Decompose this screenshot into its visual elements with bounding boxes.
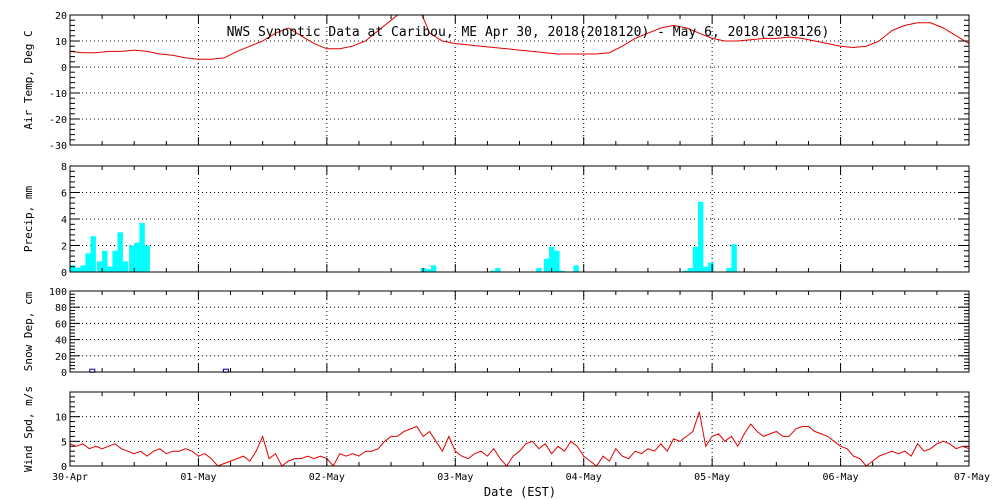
air-temp-ytick-label: 0	[61, 63, 67, 74]
air-temp-ytick-label: 20	[55, 11, 67, 22]
precip-bar	[144, 245, 150, 272]
chart-title: NWS Synoptic Data at Caribou, ME Apr 30,…	[227, 25, 830, 40]
air-temp-y-axis-label: Air Temp, Deg C	[22, 30, 35, 129]
air-temp-ytick-label: -20	[49, 115, 67, 126]
air-temp-ytick-label: -30	[49, 141, 67, 152]
snow-depth-panel: 0 20 40 60 80 100 Snow Dep, cm	[22, 287, 970, 379]
precip-bar	[102, 250, 108, 272]
precip-bar	[425, 269, 432, 272]
precip-bar	[549, 246, 555, 272]
precip-bar	[70, 265, 76, 272]
chart-panels: -30 -20 -10 0 10 20 Air Temp, Deg C 0 2 4 6 8 Precip…	[22, 11, 990, 483]
snow-depth-ytick-label: 80	[55, 303, 67, 314]
air-temp-ytick-label: 10	[55, 37, 67, 48]
precip-bar	[122, 261, 129, 272]
precip-ytick-label: 0	[61, 268, 67, 279]
precip-y-axis-label: Precip, mm	[22, 186, 35, 253]
precip-ytick-label: 2	[61, 242, 67, 253]
x-axis-label: Date (EST)	[484, 485, 556, 499]
wind-speed-series-line	[70, 411, 969, 466]
snow-depth-ytick-label: 20	[55, 352, 67, 363]
precip-bar	[97, 261, 103, 272]
precip-bar	[708, 262, 714, 272]
x-tick-label: 02-May	[309, 472, 345, 483]
precip-bar	[134, 242, 140, 272]
precip-bar	[559, 270, 565, 272]
x-tick-label: 04-May	[566, 472, 602, 483]
air-temp-panel: -30 -20 -10 0 10 20 Air Temp, Deg C	[22, 11, 970, 152]
snow-depth-ytick-label: 40	[55, 336, 67, 347]
precip-bar	[726, 268, 732, 272]
precip-bar	[90, 236, 96, 272]
snow-depth-ytick-label: 100	[49, 287, 67, 298]
precip-bar	[495, 268, 501, 272]
precip-bar	[139, 223, 145, 272]
precip-bar	[573, 265, 579, 272]
wind-speed-ytick-label: 0	[61, 462, 67, 473]
x-tick-label: 30-Apr	[52, 472, 88, 483]
precip-bar	[687, 268, 694, 272]
precip-bar	[117, 232, 123, 273]
precip-bar	[112, 250, 118, 272]
precip-bar	[536, 268, 542, 272]
x-tick-label: 06-May	[823, 472, 859, 483]
precip-bar	[107, 266, 113, 272]
precip-bar	[129, 245, 135, 272]
x-tick-label: 01-May	[180, 472, 216, 483]
precip-bar	[682, 270, 688, 272]
precip-bar	[543, 258, 550, 273]
snow-depth-y-axis-label: Snow Dep, cm	[22, 291, 35, 371]
wind-speed-ytick-label: 5	[61, 437, 67, 448]
wind-speed-y-axis-label: Wind Spd, m/s	[22, 386, 35, 472]
snow-depth-ytick-label: 60	[55, 319, 67, 330]
precip-panel: 0 2 4 6 8 Precip, mm	[22, 162, 970, 279]
precip-bar	[554, 250, 560, 272]
snow-depth-ytick-label: 0	[61, 368, 67, 379]
precip-bar	[85, 253, 91, 272]
precip-bar	[490, 270, 496, 272]
precip-bar	[80, 265, 86, 272]
precip-bar	[703, 266, 709, 272]
air-temp-ytick-label: -10	[49, 89, 67, 100]
air-temp-series-line	[70, 15, 969, 60]
precip-bar	[430, 265, 437, 272]
precip-ytick-label: 8	[61, 162, 67, 173]
precip-bar	[731, 244, 737, 272]
precip-bar	[698, 201, 704, 272]
precip-ytick-label: 4	[61, 215, 67, 226]
x-tick-label: 03-May	[437, 472, 473, 483]
wind-speed-ytick-label: 10	[55, 413, 67, 424]
x-tick-label: 07-May	[954, 472, 990, 483]
precip-ytick-label: 6	[61, 189, 67, 200]
x-tick-label: 05-May	[694, 472, 730, 483]
precip-bar	[75, 268, 81, 272]
precip-bar	[692, 246, 699, 272]
wind-speed-panel: 0 5 10 Wind Spd, m/s	[22, 386, 970, 473]
